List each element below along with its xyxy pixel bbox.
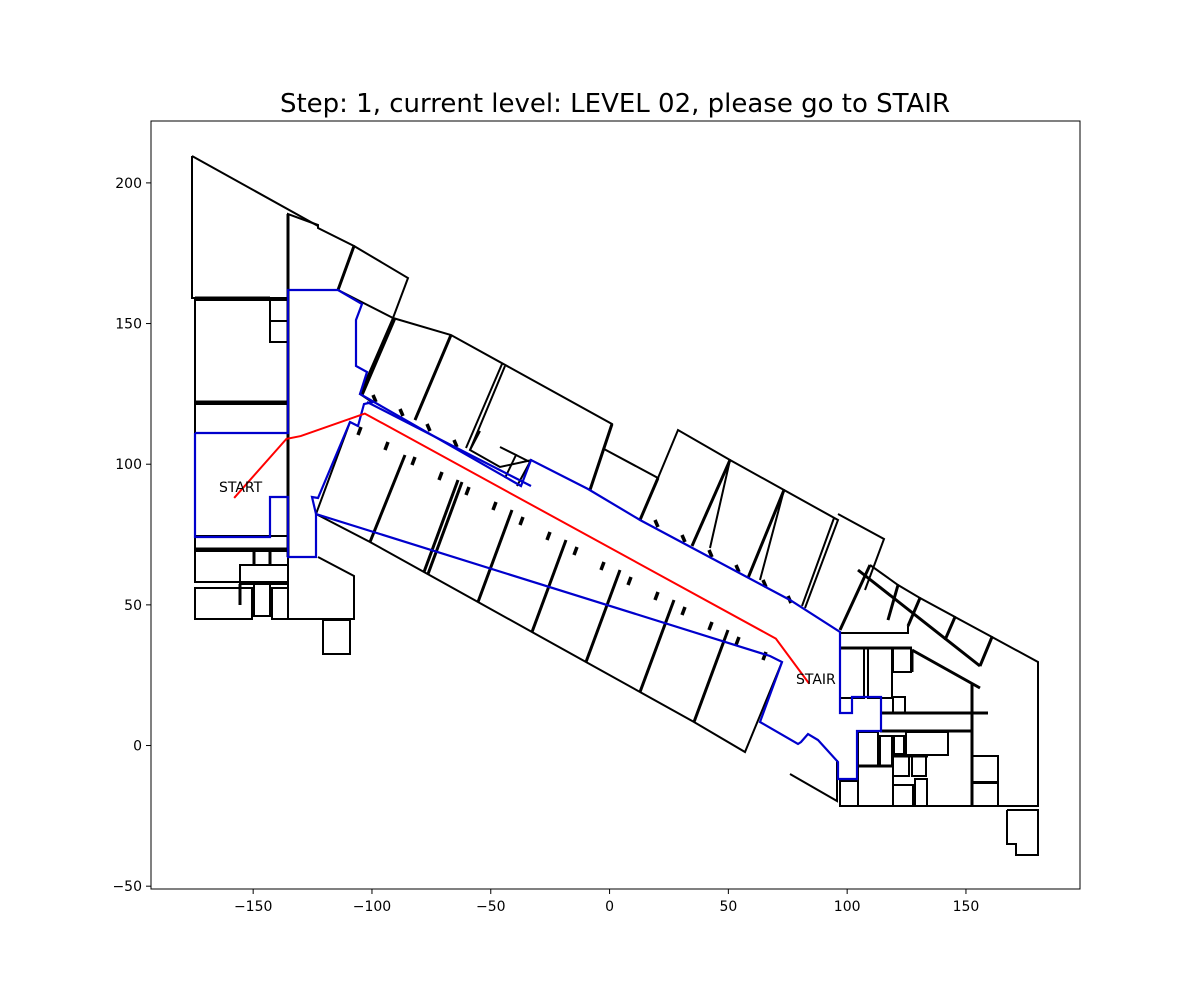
goal-label: STAIR bbox=[796, 672, 836, 688]
x-tick-label: −150 bbox=[234, 899, 272, 915]
walkable-area-corridor-inner bbox=[366, 401, 532, 487]
y-tick-label: 200 bbox=[115, 176, 142, 192]
x-tick-label: 50 bbox=[719, 899, 737, 915]
walkable-area-outline-left bbox=[193, 433, 318, 559]
figure-title: Step: 1, current level: LEVEL 02, please… bbox=[280, 89, 950, 119]
walkable-area-outline bbox=[195, 288, 883, 781]
x-tick-label: −50 bbox=[476, 899, 506, 915]
axis-ticks: −150 −100 −50 0 50 100 150 −50 0 50 100 150 200 bbox=[112, 176, 979, 915]
y-tick-label: 100 bbox=[115, 457, 142, 473]
plot-frame bbox=[150, 120, 1081, 890]
floor-plan bbox=[191, 155, 1039, 856]
x-tick-label: 150 bbox=[953, 899, 980, 915]
start-label: START bbox=[219, 480, 263, 496]
x-tick-label: −100 bbox=[353, 899, 391, 915]
x-tick-label: 100 bbox=[834, 899, 861, 915]
y-tick-label: 150 bbox=[115, 317, 142, 333]
y-tick-label: −50 bbox=[112, 879, 142, 895]
upper-corridor-rooms bbox=[358, 317, 1039, 807]
door-marks bbox=[356, 394, 793, 661]
route-path bbox=[233, 412, 810, 685]
right-wing-rooms bbox=[839, 646, 1039, 856]
y-tick-label: 50 bbox=[124, 598, 142, 614]
y-tick-label: 0 bbox=[133, 739, 142, 755]
x-tick-label: 0 bbox=[605, 899, 614, 915]
